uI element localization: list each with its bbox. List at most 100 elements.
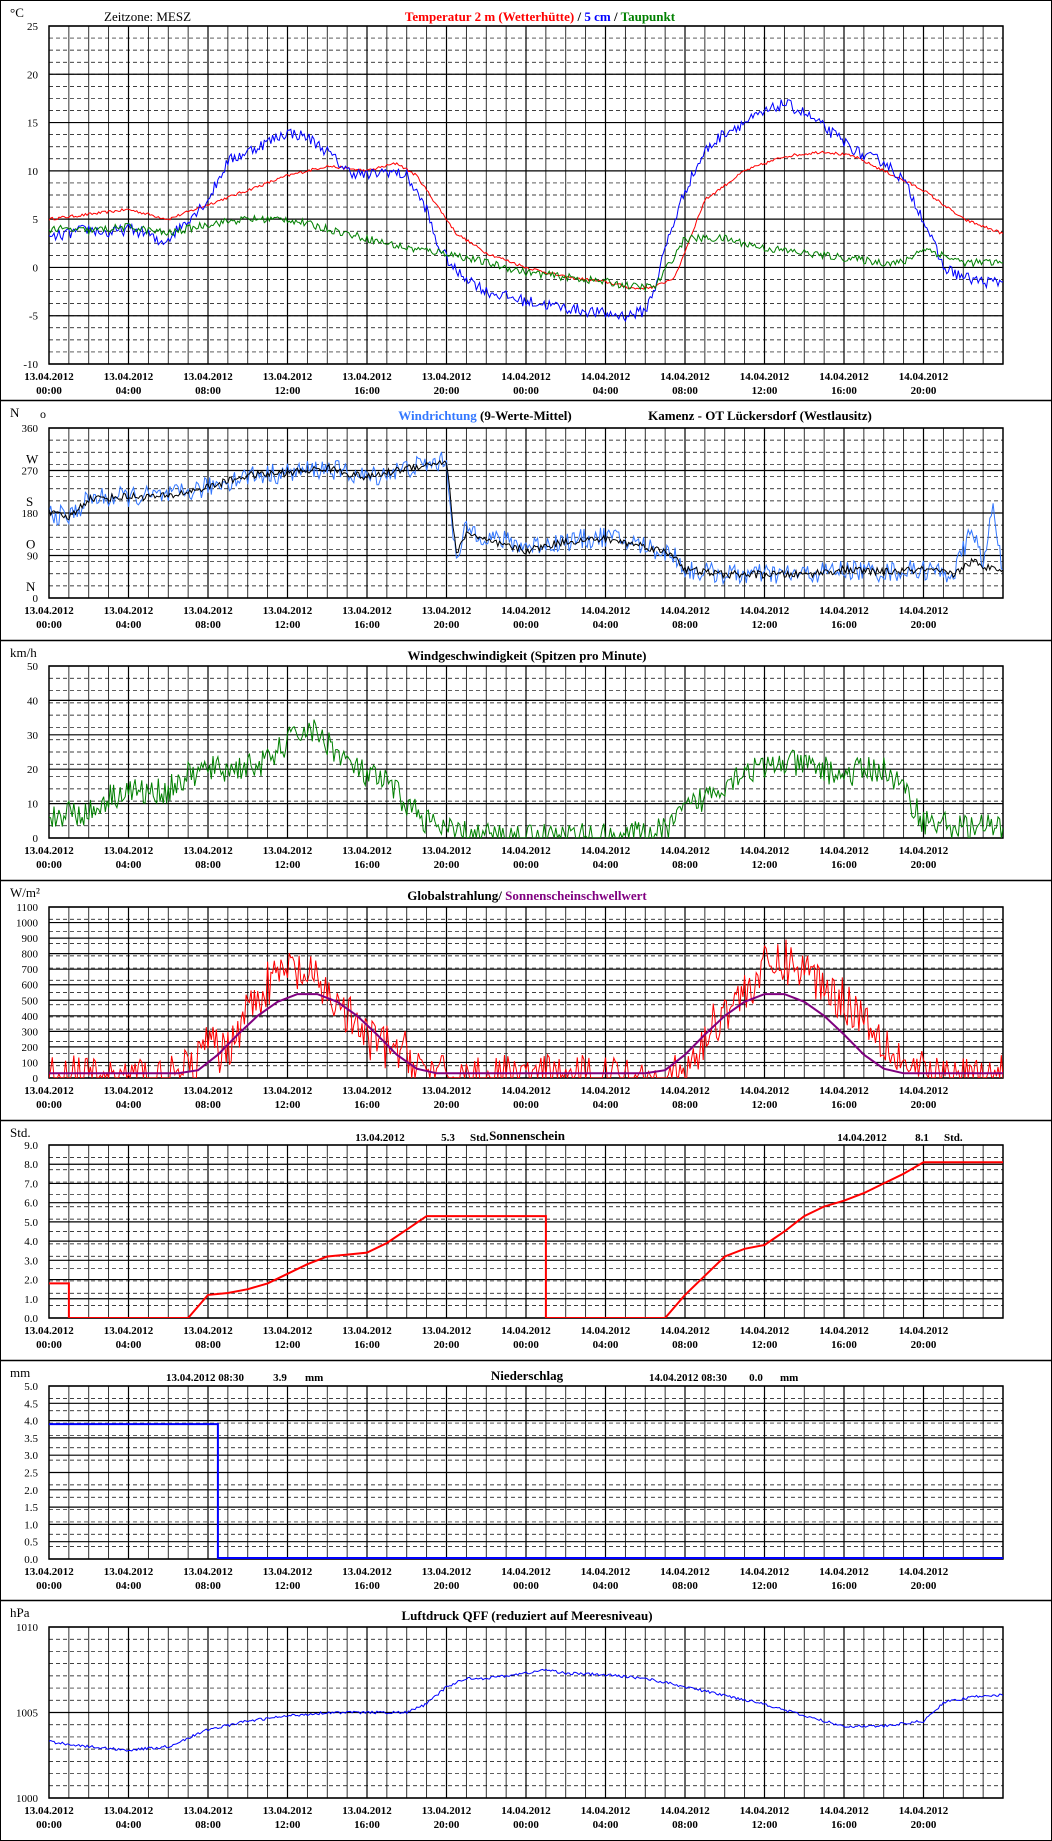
x-tick-date: 13.04.2012 [24, 1085, 74, 1097]
annotation-value: 5.3 [441, 1132, 455, 1144]
annotation-date: 14.04.2012 08:30 [649, 1372, 727, 1384]
plot-frame [48, 25, 1004, 365]
x-tick-date: 13.04.2012 [24, 371, 74, 383]
x-tick-date: 13.04.2012 [422, 845, 472, 857]
title-part: Temperatur 2 m (Wetterhütte) [405, 9, 574, 24]
y-tick-label: 1.0 [24, 1294, 38, 1306]
x-tick-time: 20:00 [434, 1819, 460, 1831]
x-tick-date: 14.04.2012 [819, 605, 869, 617]
x-tick-date: 14.04.2012 [819, 845, 869, 857]
x-tick-date: 14.04.2012 [740, 845, 790, 857]
x-tick-date: 14.04.2012 [501, 605, 551, 617]
x-tick-time: 20:00 [911, 859, 937, 871]
series-line-5-cm [49, 99, 1003, 323]
x-tick-date: 14.04.2012 [740, 1805, 790, 1817]
x-tick-time: 16:00 [354, 1819, 380, 1831]
x-tick-time: 16:00 [354, 385, 380, 397]
y-tick-label: 1010 [16, 1622, 39, 1634]
y-tick-label: 600 [22, 980, 39, 992]
x-tick-time: 20:00 [911, 385, 937, 397]
x-tick-time: 04:00 [593, 1099, 619, 1111]
y-tick-label: 5.0 [24, 1381, 38, 1393]
series-line-temperatur-2-m-wetterh-tte- [49, 150, 1003, 290]
y-tick-label: 5 [33, 214, 39, 226]
y-tick-label: 800 [22, 949, 39, 961]
series-line-windgeschwindigkeit [49, 719, 1003, 838]
x-tick-time: 00:00 [513, 1819, 539, 1831]
x-tick-date: 13.04.2012 [263, 1805, 313, 1817]
x-tick-date: 13.04.2012 [342, 371, 392, 383]
x-tick-date: 14.04.2012 [819, 1566, 869, 1578]
x-tick-time: 04:00 [593, 859, 619, 871]
x-tick-time: 20:00 [434, 1099, 460, 1111]
chart-title: Temperatur 2 m (Wetterhütte) / 5 cm / Ta… [405, 9, 676, 24]
x-tick-date: 13.04.2012 [183, 1085, 233, 1097]
x-tick-date: 14.04.2012 [740, 605, 790, 617]
x-tick-time: 08:00 [672, 1339, 698, 1351]
y-tick-label: 7.0 [24, 1178, 38, 1190]
x-tick-time: 04:00 [593, 619, 619, 631]
x-tick-time: 08:00 [195, 1099, 221, 1111]
x-tick-time: 00:00 [513, 1580, 539, 1592]
series-line-globalstrahlung [49, 939, 1003, 1078]
x-tick-time: 20:00 [911, 1339, 937, 1351]
x-tick-time: 12:00 [752, 619, 778, 631]
y-tick-label: 100 [22, 1057, 39, 1069]
x-tick-date: 13.04.2012 [104, 1085, 154, 1097]
x-tick-date: 13.04.2012 [104, 1566, 154, 1578]
x-tick-date: 14.04.2012 [660, 1566, 710, 1578]
x-tick-time: 08:00 [672, 859, 698, 871]
x-tick-date: 13.04.2012 [104, 605, 154, 617]
y-tick-label: 25 [27, 21, 39, 33]
y-tick-label: 10 [27, 166, 39, 178]
y-tick-label: 1000 [16, 1793, 39, 1805]
annotation-unit: mm [305, 1372, 323, 1384]
y-tick-label: 1.0 [24, 1519, 38, 1531]
x-tick-date: 14.04.2012 [819, 1325, 869, 1337]
title-part: Niederschlag [491, 1368, 564, 1383]
y-tick-label: 20 [27, 69, 39, 81]
x-tick-time: 20:00 [911, 1819, 937, 1831]
compass-label: N [26, 579, 36, 594]
x-tick-time: 00:00 [513, 619, 539, 631]
x-tick-time: 00:00 [513, 385, 539, 397]
x-tick-time: 08:00 [672, 385, 698, 397]
y-tick-label: 3.5 [24, 1433, 38, 1445]
x-tick-date: 13.04.2012 [24, 845, 74, 857]
title-part: / [611, 9, 621, 24]
timezone-label: Zeitzone: MESZ [104, 9, 191, 24]
x-tick-date: 13.04.2012 [422, 1325, 472, 1337]
x-tick-time: 00:00 [36, 1580, 62, 1592]
x-tick-time: 00:00 [36, 385, 62, 397]
x-tick-date: 13.04.2012 [342, 1805, 392, 1817]
x-tick-date: 14.04.2012 [581, 1566, 631, 1578]
pressure-chart: 1000 1005 1010 hPa Luftdruck QFF (reduziert … [10, 1605, 1004, 1831]
y-tick-label: 2.0 [24, 1485, 38, 1497]
x-tick-date: 14.04.2012 [740, 1325, 790, 1337]
title-part: Sonnenscheinschwellwert [505, 888, 647, 903]
x-tick-time: 00:00 [513, 1099, 539, 1111]
y-tick-label: 15 [27, 118, 39, 130]
x-tick-date: 14.04.2012 [660, 371, 710, 383]
y-tick-label: 270 [22, 466, 39, 478]
series-line-taupunkt [49, 214, 1003, 292]
x-tick-time: 12:00 [275, 619, 301, 631]
y-tick-label: 1100 [16, 902, 38, 914]
y-tick-label: 1.5 [24, 1502, 38, 1514]
x-tick-time: 20:00 [434, 859, 460, 871]
x-tick-date: 14.04.2012 [660, 1085, 710, 1097]
x-tick-date: 14.04.2012 [581, 605, 631, 617]
plot-frame [48, 1626, 1004, 1799]
annotation-value: 8.1 [915, 1132, 929, 1144]
x-tick-time: 00:00 [513, 859, 539, 871]
annotation-value: 0.0 [749, 1372, 763, 1384]
x-tick-date: 13.04.2012 [422, 1085, 472, 1097]
y-tick-label: 0 [33, 593, 39, 605]
x-tick-time: 04:00 [593, 385, 619, 397]
x-tick-date: 13.04.2012 [263, 371, 313, 383]
x-tick-date: 14.04.2012 [899, 1325, 949, 1337]
x-tick-time: 12:00 [275, 385, 301, 397]
x-tick-time: 08:00 [672, 1580, 698, 1592]
title-part: Taupunkt [621, 9, 676, 24]
